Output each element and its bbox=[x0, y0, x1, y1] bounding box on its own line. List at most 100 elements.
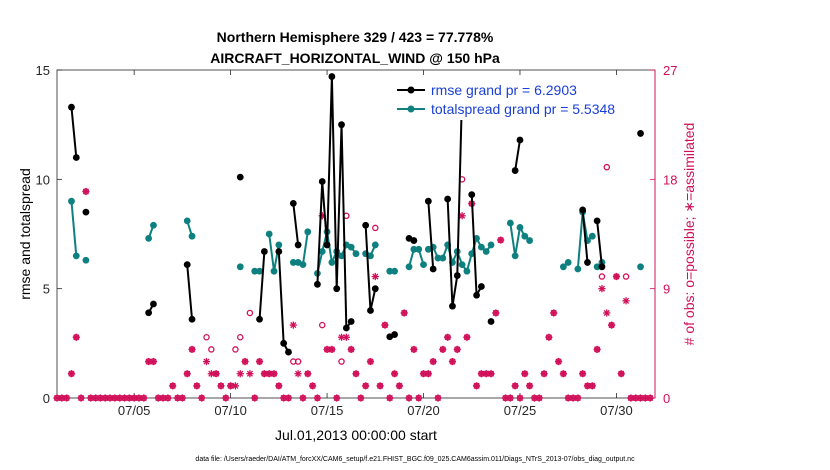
obs-assimilated-point bbox=[395, 382, 404, 390]
obs-assimilated-point bbox=[294, 370, 302, 378]
totalspread-point bbox=[347, 243, 355, 251]
rmse-point bbox=[362, 221, 370, 229]
totalspread-point bbox=[367, 252, 374, 260]
rmse-line-segment bbox=[258, 251, 266, 320]
obs-assimilated-point bbox=[357, 394, 365, 402]
obs-assimilated-point bbox=[275, 382, 283, 390]
obs-assimilated-point bbox=[492, 309, 500, 317]
y-tick-label-left: 5 bbox=[43, 282, 50, 297]
obs-assimilated-point bbox=[477, 370, 485, 378]
obs-assimilated-point bbox=[588, 382, 596, 390]
obs-assimilated-point bbox=[434, 394, 442, 402]
rmse-line-segment bbox=[596, 220, 603, 267]
obs-assimilated-point bbox=[72, 333, 80, 341]
totalspread-point bbox=[410, 245, 418, 253]
totalspread-point bbox=[482, 248, 490, 255]
obs-assimilated-point bbox=[284, 394, 293, 402]
totalspread-point bbox=[188, 232, 196, 240]
rmse-point bbox=[72, 154, 80, 161]
obs-assimilated-point bbox=[579, 370, 587, 378]
rmse-point bbox=[444, 195, 452, 203]
obs-assimilated-point bbox=[559, 370, 567, 378]
x-tick-label: 07/15 bbox=[311, 403, 344, 418]
obs-assimilated-point bbox=[67, 370, 76, 378]
obs-assimilated-point bbox=[260, 370, 268, 378]
totalspread-point bbox=[391, 267, 398, 275]
rmse-point bbox=[260, 248, 268, 255]
obs-assimilated-point bbox=[246, 370, 254, 378]
rmse-point bbox=[236, 173, 244, 181]
obs-assimilated-point bbox=[511, 382, 519, 390]
data-file-footer: data file: /Users/raeder/DAI/ATM_forcXX/… bbox=[195, 456, 635, 463]
totalspread-point bbox=[588, 232, 596, 240]
obs-possible-point bbox=[603, 163, 611, 171]
x-tick-label: 07/10 bbox=[214, 403, 247, 418]
obs-assimilated-point bbox=[497, 236, 505, 244]
obs-assimilated-point bbox=[448, 357, 457, 366]
obs-assimilated-point bbox=[506, 394, 514, 402]
obs-assimilated-point bbox=[405, 394, 413, 402]
totalspread-point bbox=[526, 237, 534, 244]
x-tick-label: 07/20 bbox=[407, 403, 440, 418]
obs-assimilated-point bbox=[646, 394, 654, 402]
legend-entry-spread: totalspread grand pr = 5.5348 bbox=[431, 101, 615, 117]
rmse-point bbox=[342, 324, 350, 332]
y-tick-label-right: 9 bbox=[663, 282, 670, 297]
totalspread-line-segment bbox=[70, 201, 78, 256]
legend-marker-spread bbox=[407, 105, 415, 113]
obs-assimilated-point bbox=[545, 333, 553, 341]
obs-assimilated-point bbox=[371, 272, 379, 281]
x-tick-label: 07/05 bbox=[118, 403, 151, 418]
axis-ticks: 07/05 07/10 07/15 07/20 07/25 07/30 0 5 10 15 0 9 18… bbox=[36, 63, 678, 418]
obs-possible-point bbox=[232, 346, 239, 353]
totalspread-point bbox=[487, 241, 495, 249]
obs-assimilated-point bbox=[554, 357, 563, 366]
obs-assimilated-point bbox=[217, 382, 225, 390]
rmse-point bbox=[477, 283, 485, 290]
y-tick-label-right: 0 bbox=[663, 391, 670, 406]
obs-assimilated-point bbox=[255, 357, 264, 366]
rmse-point bbox=[637, 130, 644, 137]
obs-possible-point bbox=[318, 321, 326, 329]
obs-count-markers bbox=[53, 163, 654, 402]
obs-assimilated-point bbox=[516, 394, 524, 402]
obs-assimilated-point bbox=[550, 309, 558, 317]
totalspread-point bbox=[405, 263, 413, 271]
totalspread-point bbox=[256, 267, 263, 275]
obs-assimilated-point bbox=[101, 394, 109, 402]
chart-title-line-2: AIRCRAFT_HORIZONTAL_WIND @ 150 hPa bbox=[210, 50, 500, 66]
obs-assimilated-point bbox=[299, 394, 307, 402]
y-tick-label-left: 0 bbox=[43, 391, 50, 406]
obs-assimilated-point bbox=[636, 394, 645, 402]
obs-assimilated-point bbox=[347, 345, 355, 354]
obs-assimilated-point bbox=[458, 212, 466, 220]
rmse-point bbox=[318, 178, 326, 185]
obs-assimilated-point bbox=[376, 382, 384, 390]
rmse-line-segment bbox=[427, 201, 435, 270]
totalspread-point bbox=[270, 267, 278, 275]
obs-assimilated-point bbox=[212, 370, 220, 378]
obs-assimilated-point bbox=[96, 394, 105, 402]
obs-assimilated-point bbox=[178, 394, 186, 402]
chart-title-line-1: Northern Hemisphere 329 / 423 = 77.778% bbox=[217, 29, 494, 45]
obs-possible-point bbox=[598, 273, 606, 280]
obs-assimilated-point bbox=[328, 345, 336, 354]
totalspread-point bbox=[458, 261, 466, 269]
rmse-point bbox=[391, 331, 398, 338]
totalspread-point bbox=[304, 228, 312, 236]
obs-assimilated-point bbox=[612, 272, 621, 281]
obs-assimilated-point bbox=[63, 394, 71, 402]
totalspread-point bbox=[371, 241, 379, 249]
obs-possible-point bbox=[338, 358, 345, 365]
rmse-line-segment bbox=[581, 209, 589, 263]
x-axis-label: Jul.01,2013 00:00:00 start bbox=[275, 427, 437, 443]
obs-assimilated-point bbox=[535, 394, 543, 402]
totalspread-point bbox=[386, 267, 394, 275]
rmse-point bbox=[593, 217, 601, 225]
obs-assimilated-point bbox=[236, 370, 244, 378]
y-axis-label-left: rmse and totalspread bbox=[17, 168, 33, 300]
rmse-point bbox=[323, 241, 331, 249]
totalspread-point bbox=[289, 259, 297, 266]
rmse-point bbox=[68, 103, 75, 111]
legend-box bbox=[395, 80, 653, 120]
